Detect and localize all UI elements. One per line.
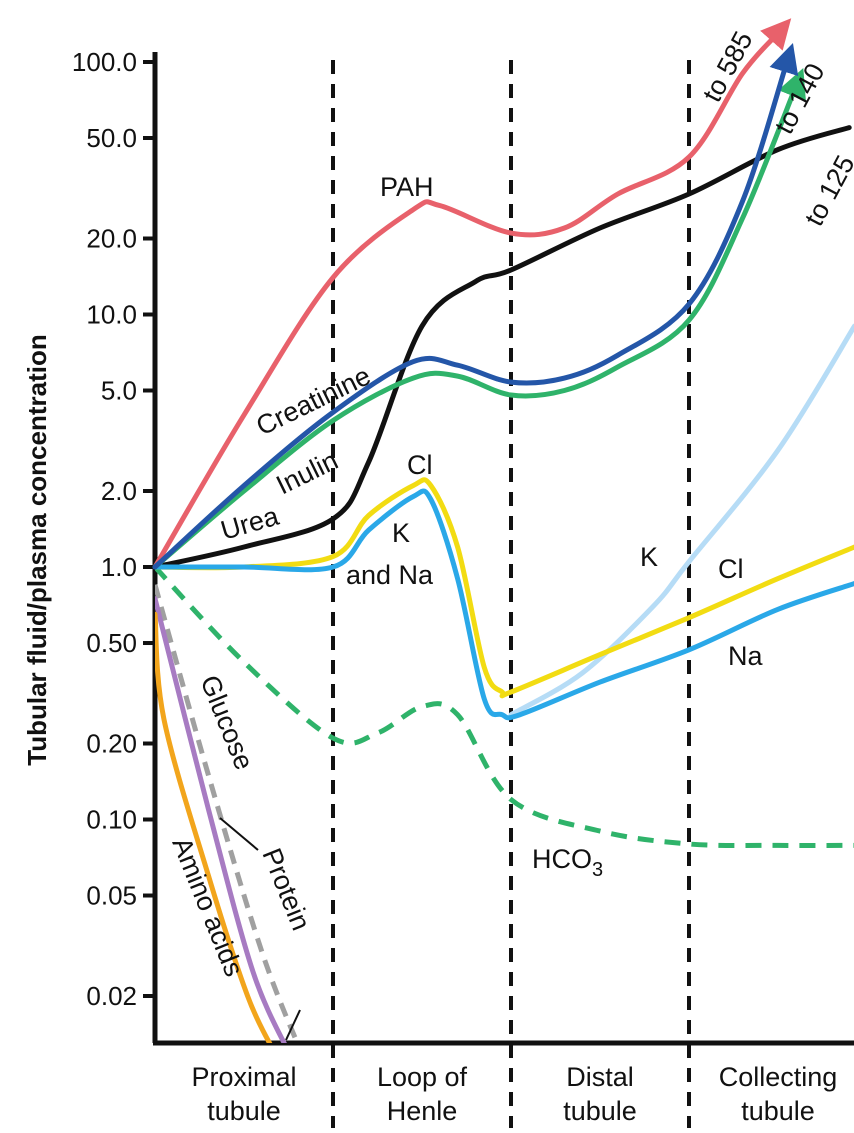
label-cl-loop: Cl [407, 450, 433, 480]
series-line-protein [155, 596, 287, 1043]
label-to-125: to 125 [799, 150, 854, 230]
y-tick-label: 1.0 [101, 552, 137, 582]
label-hco3: HCO3 [532, 844, 603, 881]
label-protein: Protein [256, 844, 316, 935]
y-tick-label: 5.0 [101, 376, 137, 406]
label-na-collecting: Na [728, 641, 763, 671]
y-tick-label: 0.10 [86, 805, 137, 835]
label-amino-acids: Amino acids [166, 833, 249, 981]
protein-leader-line [219, 817, 259, 851]
y-tick-label: 0.50 [86, 628, 137, 658]
y-tick-label: 0.20 [86, 728, 137, 758]
segment-label: tubule [207, 1096, 281, 1126]
label-and-na: and Na [346, 560, 434, 590]
segment-label: Distal [566, 1062, 634, 1092]
y-tick-label: 50.0 [86, 123, 137, 153]
series-line-na [155, 488, 854, 721]
label-k-loop: K [392, 518, 410, 548]
y-axis-label: Tubular fluid/plasma concentration [22, 334, 52, 765]
series-line-pah [152, 18, 792, 570]
label-k-distal: K [640, 542, 658, 572]
series-line-amino-acids [155, 611, 273, 1043]
y-tick-label: 20.0 [86, 223, 137, 253]
segment-label: Proximal [191, 1062, 296, 1092]
segment-label: tubule [563, 1096, 637, 1126]
label-cl-collecting: Cl [718, 554, 744, 584]
series-line-creatinine [152, 42, 799, 570]
y-tick-label: 10.0 [86, 300, 137, 330]
protein-leader-line-bottom [285, 1009, 301, 1041]
segment-label: Collecting [719, 1062, 838, 1092]
y-tick-label: 0.05 [86, 881, 137, 911]
segment-label: Henle [387, 1096, 458, 1126]
segment-label: Loop of [377, 1062, 468, 1092]
series-line-urea [155, 125, 852, 570]
series-line-hco3 [155, 565, 854, 848]
label-glucose: Glucose [194, 671, 259, 774]
series-line-inulin [152, 67, 806, 570]
y-tick-label: 100.0 [72, 47, 137, 77]
label-pah: PAH [380, 172, 434, 202]
y-tick-label: 0.02 [86, 981, 137, 1011]
series-line-k [508, 323, 854, 718]
segment-label: tubule [741, 1096, 815, 1126]
series-line-cl [155, 477, 854, 699]
y-tick-label: 2.0 [101, 476, 137, 506]
series-line-glucose [155, 584, 301, 1043]
